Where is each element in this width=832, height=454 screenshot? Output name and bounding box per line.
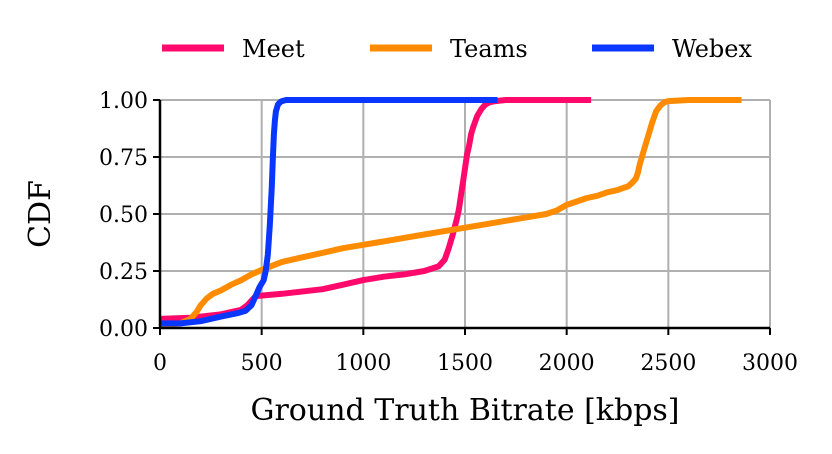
series-layer: [159, 97, 742, 329]
y-tick-label: 0.25: [99, 260, 148, 285]
x-tick-label: 500: [241, 351, 283, 376]
legend: Meet Teams Webex: [162, 35, 752, 63]
tick-label-layer: 0 500 1000 1500 2000 2500 3000 0.00 0.25 0.50 0.75…: [99, 89, 798, 376]
y-tick-label: 1.00: [99, 89, 148, 114]
y-tick-label: 0.50: [99, 203, 148, 228]
legend-label-teams: Teams: [450, 35, 528, 63]
axes-layer: [153, 99, 771, 335]
x-tick-label: 1500: [437, 351, 493, 376]
x-tick-label: 3000: [742, 351, 798, 376]
series-line-teams: [159, 97, 742, 329]
y-tick-label: 0.75: [99, 146, 148, 171]
x-tick-label: 1000: [335, 351, 391, 376]
grid-layer: [160, 99, 771, 328]
series-line-webex: [160, 97, 498, 327]
legend-label-meet: Meet: [242, 35, 305, 63]
y-tick-label: 0.00: [99, 317, 148, 342]
x-tick-label: 2000: [539, 351, 595, 376]
legend-label-webex: Webex: [672, 35, 752, 63]
x-tick-label: 0: [153, 351, 167, 376]
x-tick-label: 2500: [640, 351, 696, 376]
x-axis-title: Ground Truth Bitrate [kbps]: [251, 393, 680, 428]
y-axis-title: CDF: [23, 180, 58, 248]
